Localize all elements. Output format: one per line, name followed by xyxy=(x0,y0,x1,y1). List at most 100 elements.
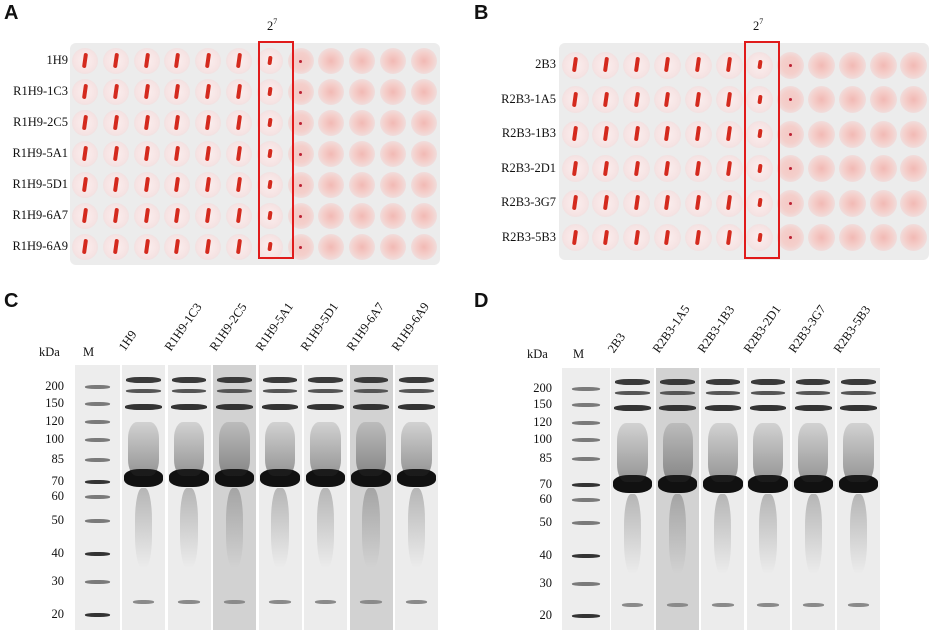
sample-band-d-1-2 xyxy=(659,405,696,411)
well-b-5-1 xyxy=(592,224,620,251)
sample-band-c-5-4 xyxy=(360,600,382,604)
sample-band-d-4-0 xyxy=(796,379,831,385)
well-b-5-2 xyxy=(623,224,651,251)
well-b-3-10 xyxy=(869,155,897,182)
mw-label-d-150: 150 xyxy=(533,397,552,411)
sample-band-d-2-3 xyxy=(703,475,743,493)
button-b-1-3 xyxy=(664,91,671,107)
sample-band-c-2-3 xyxy=(214,469,255,487)
button-b-5-5 xyxy=(725,229,733,245)
well-b-5-10 xyxy=(869,224,897,251)
sample-band-c-4-2 xyxy=(307,404,344,410)
mw-label-d-50: 50 xyxy=(539,515,553,529)
well-b-0-3 xyxy=(653,51,681,79)
panel-c-marker-label: M xyxy=(83,345,95,359)
button-a-0-1 xyxy=(112,52,119,69)
sample-band-d-4-2 xyxy=(795,405,832,411)
well-b-3-3 xyxy=(653,155,681,182)
sample-band-d-0-0 xyxy=(615,379,650,385)
sample-band-c-2-2 xyxy=(216,404,253,410)
tail-c-5 xyxy=(362,488,380,568)
button-b-4-2 xyxy=(633,194,640,211)
lane-label-d-4: R2B3-3G7 xyxy=(785,302,829,356)
lane-label-c-5: R1H9-6A7 xyxy=(343,299,387,354)
sample-lane-d-0 xyxy=(611,368,654,630)
button-a-4-5 xyxy=(235,176,243,193)
well-a-0-10 xyxy=(380,48,406,74)
button-b-5-1 xyxy=(602,229,609,245)
mw-label-c-20: 20 xyxy=(51,607,65,621)
sample-lane-d-3 xyxy=(746,368,790,630)
tail-d-5 xyxy=(849,494,868,574)
sample-band-c-3-1 xyxy=(262,389,298,393)
row-label-b-0: 2B3 xyxy=(535,57,556,71)
well-a-6-10 xyxy=(380,234,406,260)
button-b-3-1 xyxy=(602,160,609,176)
button-b-1-7 xyxy=(789,98,793,101)
button-b-0-5 xyxy=(725,56,733,73)
well-a-0-0 xyxy=(72,48,98,74)
button-a-6-1 xyxy=(112,238,119,255)
marker-band-c-3 xyxy=(85,438,110,442)
well-a-2-8 xyxy=(318,110,345,136)
button-a-2-5 xyxy=(235,114,243,131)
well-a-5-3 xyxy=(164,203,191,229)
well-a-4-4 xyxy=(195,172,222,198)
well-a-4-2 xyxy=(133,172,160,198)
well-a-3-9 xyxy=(349,141,376,167)
well-a-4-5 xyxy=(226,172,252,198)
sample-band-c-6-2 xyxy=(398,404,435,410)
panel-b-dilution-label: 27 xyxy=(753,17,764,34)
marker-band-d-6 xyxy=(572,498,600,502)
sample-band-c-5-2 xyxy=(352,404,390,410)
lane-label-d-1: R2B3-1A5 xyxy=(649,302,693,356)
marker-lane-c xyxy=(75,365,120,630)
row-label-b-1: R2B3-1A5 xyxy=(501,91,556,106)
well-a-1-4 xyxy=(195,79,222,105)
tail-c-6 xyxy=(407,488,426,568)
well-b-2-6 xyxy=(746,120,774,148)
well-a-2-4 xyxy=(195,110,222,136)
well-b-4-10 xyxy=(869,189,897,217)
well-a-1-10 xyxy=(380,79,406,105)
sample-band-c-0-4 xyxy=(132,600,155,604)
button-b-3-5 xyxy=(725,160,733,176)
mw-label-d-20: 20 xyxy=(539,608,553,622)
well-b-4-0 xyxy=(561,189,589,217)
sample-lane-c-6 xyxy=(395,365,438,630)
button-b-2-1 xyxy=(602,125,609,142)
sample-band-c-0-0 xyxy=(126,377,161,383)
well-a-4-11 xyxy=(410,172,437,198)
well-a-3-11 xyxy=(410,141,437,167)
well-b-2-1 xyxy=(592,120,620,148)
row-label-b-2: R2B3-1B3 xyxy=(501,126,556,140)
well-b-0-1 xyxy=(592,51,620,79)
button-a-6-2 xyxy=(143,238,150,255)
panel-letter-c: C xyxy=(4,290,19,312)
sample-band-c-2-1 xyxy=(217,389,252,393)
well-b-5-4 xyxy=(684,224,712,251)
well-a-5-1 xyxy=(102,203,129,229)
mw-label-d-70: 70 xyxy=(539,477,553,491)
sample-band-d-3-2 xyxy=(749,405,787,411)
well-a-5-8 xyxy=(318,203,345,229)
panel-c-unit-label: kDa xyxy=(39,345,60,359)
well-b-4-4 xyxy=(684,189,712,217)
button-a-3-5 xyxy=(235,145,243,162)
mw-label-c-85: 85 xyxy=(51,452,65,466)
well-a-0-6 xyxy=(256,48,283,74)
well-b-0-7 xyxy=(777,51,805,79)
well-b-0-2 xyxy=(623,51,651,79)
button-b-3-0 xyxy=(571,160,579,176)
well-b-5-6 xyxy=(746,224,774,251)
well-a-3-4 xyxy=(195,141,222,167)
well-b-1-2 xyxy=(623,86,651,113)
well-a-4-8 xyxy=(318,172,345,198)
smear-d-1 xyxy=(662,423,693,482)
mw-label-c-40: 40 xyxy=(51,546,65,560)
tail-c-2 xyxy=(225,488,244,568)
sample-band-c-4-4 xyxy=(314,600,337,604)
smear-c-5 xyxy=(355,422,387,476)
well-b-3-8 xyxy=(807,155,835,182)
smear-c-2 xyxy=(219,422,250,476)
